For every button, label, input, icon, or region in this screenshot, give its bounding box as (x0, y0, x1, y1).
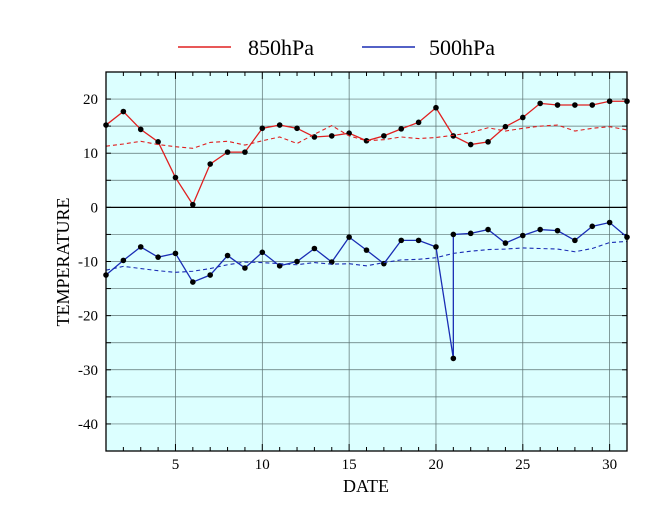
data-point-850hpa (294, 125, 300, 132)
legend: 850hPa 500hPa (178, 35, 495, 60)
data-point-850hpa (554, 102, 561, 108)
data-point-500hpa (120, 257, 127, 264)
data-point-850hpa (485, 139, 491, 145)
data-point-850hpa (589, 102, 596, 108)
x-axis-title: DATE (343, 476, 389, 496)
x-tick-label: 25 (515, 457, 530, 473)
data-point-500hpa (328, 259, 335, 265)
data-point-500hpa (572, 237, 578, 244)
x-tick-label: 20 (428, 457, 443, 473)
data-point-500hpa (242, 265, 248, 271)
data-point-850hpa (415, 119, 422, 126)
data-point-500hpa (259, 249, 266, 256)
data-point-500hpa (606, 219, 613, 226)
plot-frame (105, 71, 628, 452)
y-tick-label: 10 (83, 146, 98, 162)
axes: 5 10 15 20 25 30 20 10 0 -10 -20 -30 -40 (78, 71, 628, 473)
data-point-500hpa (363, 247, 370, 253)
y-tick-label: 0 (91, 200, 99, 216)
series-line-850hpa-normal (105, 124, 628, 149)
data-point-500hpa (381, 260, 387, 267)
series-line-500hpa-normal (105, 240, 628, 273)
data-point-500hpa (415, 237, 422, 244)
data-point-850hpa (520, 114, 526, 121)
data-point-500hpa (554, 227, 561, 234)
data-point-850hpa (537, 100, 543, 107)
data-point-500hpa (433, 244, 439, 250)
data-point-850hpa (398, 126, 405, 132)
x-tick-label: 15 (342, 457, 357, 473)
data-point-500hpa (520, 232, 526, 239)
data-point-500hpa (224, 252, 231, 259)
data-point-500hpa (502, 240, 509, 246)
data-point-500hpa (467, 230, 474, 237)
data-point-500hpa (137, 244, 144, 250)
data-point-850hpa (242, 149, 248, 155)
data-point-500hpa (155, 254, 161, 260)
series-layer (103, 98, 630, 362)
data-point-850hpa (433, 104, 439, 111)
y-tick-label: -30 (78, 363, 98, 379)
data-point-500hpa (276, 263, 283, 269)
x-tick-label: 5 (172, 457, 180, 473)
y-tick-label: -10 (78, 255, 98, 271)
data-point-850hpa (224, 149, 231, 155)
data-point-500hpa (207, 272, 213, 278)
y-tick-label: 20 (83, 92, 98, 108)
y-axis-title: TEMPERATURE (53, 197, 73, 326)
data-point-500hpa (485, 226, 491, 233)
data-point-850hpa (207, 161, 213, 167)
x-tick-label: 10 (255, 457, 270, 473)
data-point-850hpa (276, 122, 283, 128)
x-tick-label: 30 (602, 457, 617, 473)
series-line-500hpa (105, 221, 628, 359)
y-tick-label: -20 (78, 309, 98, 325)
data-point-500hpa (537, 226, 543, 233)
data-point-850hpa (467, 141, 474, 148)
data-point-500hpa (346, 234, 352, 240)
data-point-850hpa (137, 126, 144, 133)
data-point-850hpa (190, 201, 196, 208)
data-point-500hpa (311, 245, 318, 252)
data-point-500hpa (450, 231, 457, 238)
data-point-850hpa (502, 123, 509, 130)
data-point-500hpa (172, 250, 179, 257)
data-point-850hpa (259, 125, 266, 132)
data-point-850hpa (363, 137, 370, 144)
data-point-850hpa (172, 174, 179, 181)
data-point-500hpa (190, 279, 196, 285)
data-point-500hpa (398, 237, 405, 244)
data-point-850hpa (381, 133, 387, 139)
legend-850hpa-label: 850hPa (248, 35, 314, 60)
data-point-850hpa (155, 139, 161, 145)
data-point-500hpa (450, 355, 457, 362)
data-point-850hpa (572, 102, 578, 108)
data-point-850hpa (328, 133, 335, 139)
data-point-850hpa (606, 98, 613, 105)
data-point-500hpa (294, 258, 300, 265)
legend-500hpa-label: 500hPa (429, 35, 495, 60)
data-point-850hpa (120, 108, 127, 115)
y-tick-label: -40 (78, 417, 98, 433)
data-point-500hpa (589, 223, 596, 230)
